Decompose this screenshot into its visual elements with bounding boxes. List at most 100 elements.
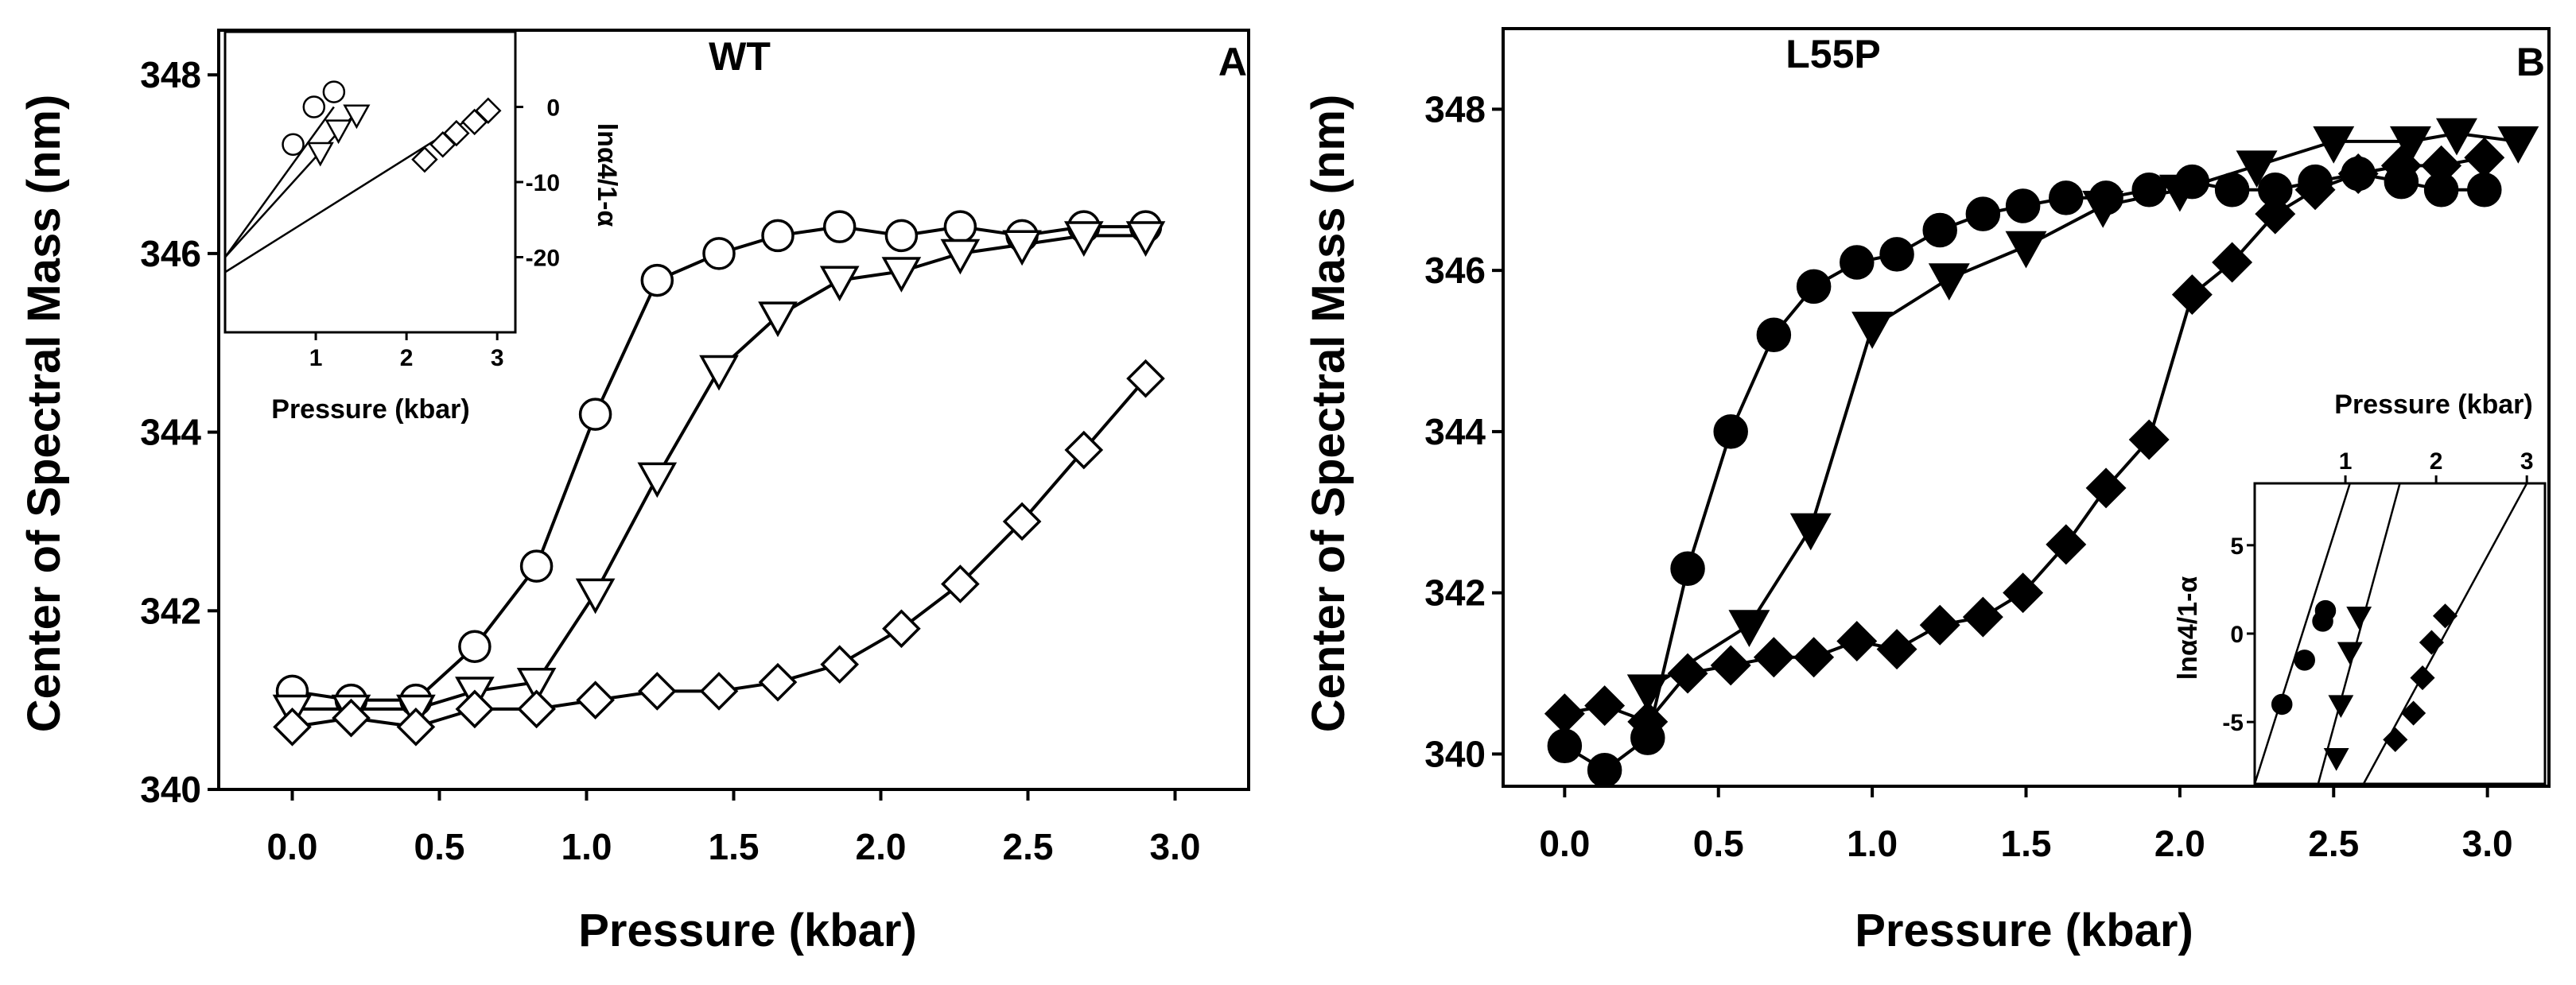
panel-b-inset-x-axis-title: Pressure (kbar) bbox=[2334, 390, 2532, 420]
inset-data-point bbox=[343, 104, 371, 130]
data-point-diamond bbox=[758, 662, 798, 702]
panel-a-title: WT bbox=[709, 34, 771, 79]
data-point-circle bbox=[640, 263, 674, 297]
data-point-triangle bbox=[758, 301, 798, 338]
panel-b-inset-y-axis: 5 0 -5 bbox=[2222, 533, 2255, 736]
panel-a-y-axis-title: Center of Spectral Mass (nm) bbox=[18, 95, 70, 733]
data-point-diamond bbox=[1836, 621, 1878, 661]
data-point-diamond bbox=[1876, 629, 1917, 670]
inset-x-tick-label: 2 bbox=[2430, 448, 2443, 475]
data-point-triangle bbox=[637, 462, 678, 498]
data-point-triangle bbox=[1063, 221, 1104, 257]
panel-b-x-axis-title: Pressure (kbar) bbox=[1855, 905, 2193, 956]
data-point-diamond bbox=[1627, 701, 1669, 743]
x-tick-label: 0.0 bbox=[1539, 823, 1590, 864]
panel-a-inset-x-axis: 1 2 3 bbox=[309, 332, 504, 371]
inset-data-point bbox=[2432, 603, 2458, 629]
inset-y-tick-label: 5 bbox=[2230, 533, 2244, 560]
data-point-diamond bbox=[2255, 193, 2296, 235]
data-point-diamond bbox=[2380, 145, 2422, 186]
data-point-circle bbox=[1670, 551, 1705, 587]
x-tick-label: 2.5 bbox=[2308, 823, 2359, 864]
inset-y-tick-label: -10 bbox=[526, 170, 560, 196]
inset-x-tick-label: 3 bbox=[491, 345, 504, 371]
data-point-diamond bbox=[820, 645, 860, 684]
data-point-diamond bbox=[2128, 419, 2170, 460]
data-point-diamond bbox=[1753, 637, 1794, 678]
panel-a-inset-y-axis: 0 -10 -20 bbox=[515, 95, 560, 272]
inset-data-point bbox=[2328, 695, 2354, 719]
data-point-circle bbox=[2131, 173, 2166, 207]
data-point-diamond bbox=[1793, 637, 1835, 678]
x-tick-label: 3.0 bbox=[2462, 823, 2513, 864]
inset-data-point bbox=[2401, 700, 2426, 726]
data-point-circle bbox=[2214, 173, 2250, 207]
data-point-circle bbox=[1965, 196, 2001, 231]
panel-b-title: L55P bbox=[1785, 32, 1881, 76]
data-point-triangle bbox=[1002, 230, 1042, 266]
data-point-circle bbox=[822, 210, 857, 243]
x-tick-label: 1.0 bbox=[1847, 823, 1898, 864]
data-point-triangle bbox=[2005, 231, 2047, 269]
inset-data-point bbox=[2271, 693, 2293, 715]
data-point-circle bbox=[884, 219, 919, 253]
data-point-diamond bbox=[455, 689, 495, 729]
data-point-triangle bbox=[2497, 126, 2539, 164]
y-tick-label: 348 bbox=[140, 54, 201, 95]
data-point-triangle bbox=[2313, 126, 2355, 164]
data-point-diamond bbox=[2085, 467, 2127, 509]
x-tick-label: 0.0 bbox=[267, 826, 318, 867]
data-point-diamond bbox=[2464, 137, 2505, 178]
inset-x-tick-label: 3 bbox=[2520, 448, 2534, 475]
data-point-circle bbox=[702, 237, 736, 270]
data-point-diamond bbox=[941, 564, 980, 603]
panel-b-inset-y-axis-title: lnα4/1-α bbox=[2173, 576, 2203, 681]
data-point-circle bbox=[761, 219, 795, 253]
panel-a-x-axis-title: Pressure (kbar) bbox=[578, 905, 917, 956]
y-tick-label: 340 bbox=[1424, 733, 1486, 774]
panel-a-y-axis: 340 342 344 346 348 bbox=[140, 54, 219, 810]
inset-data-point bbox=[475, 97, 502, 124]
data-point-triangle bbox=[2435, 118, 2477, 156]
panel-b-markers bbox=[1544, 118, 2539, 788]
inset-y-tick-label: -20 bbox=[526, 246, 560, 272]
data-point-diamond bbox=[1126, 359, 1165, 398]
data-point-diamond bbox=[699, 672, 739, 711]
data-point-diamond bbox=[332, 698, 371, 738]
data-point-diamond bbox=[1584, 685, 1626, 727]
y-tick-label: 346 bbox=[1424, 250, 1486, 291]
inset-y-tick-label: -5 bbox=[2222, 710, 2244, 736]
data-point-diamond bbox=[2046, 524, 2087, 565]
data-point-diamond bbox=[2337, 153, 2379, 194]
data-point-circle bbox=[1756, 317, 1792, 353]
inset-data-point bbox=[443, 119, 470, 147]
data-point-triangle bbox=[940, 238, 981, 275]
panel-a-label: A bbox=[1218, 40, 1247, 84]
panel-a-inset: 1 2 3 0 -10 -20 Pressure (kbar) lnα4/1-α bbox=[223, 30, 622, 425]
x-tick-label: 1.5 bbox=[2001, 823, 2052, 864]
data-point-circle bbox=[578, 397, 612, 431]
data-point-triangle bbox=[1851, 312, 1894, 349]
data-point-diamond bbox=[1710, 645, 1751, 686]
panel-b-inset-markers bbox=[2271, 599, 2458, 771]
data-point-circle bbox=[1547, 728, 1583, 764]
data-point-diamond bbox=[2212, 242, 2253, 283]
inset-data-point bbox=[2346, 607, 2372, 630]
inset-fit-line bbox=[225, 106, 335, 258]
data-point-diamond bbox=[396, 708, 436, 747]
inset-data-point bbox=[306, 142, 334, 167]
x-tick-label: 0.5 bbox=[414, 826, 465, 867]
data-point-circle bbox=[1922, 212, 1957, 248]
panel-b-label: B bbox=[2516, 40, 2545, 84]
data-point-diamond bbox=[273, 708, 312, 747]
inset-x-tick-label: 1 bbox=[2339, 448, 2353, 475]
data-point-diamond bbox=[882, 609, 921, 649]
data-point-triangle bbox=[819, 266, 860, 302]
inset-data-point bbox=[411, 145, 438, 173]
data-point-triangle bbox=[1626, 674, 1669, 712]
data-point-diamond bbox=[1544, 693, 1585, 735]
inset-x-tick-label: 2 bbox=[400, 345, 414, 371]
y-tick-label: 346 bbox=[140, 233, 201, 274]
inset-data-point bbox=[2383, 727, 2408, 752]
